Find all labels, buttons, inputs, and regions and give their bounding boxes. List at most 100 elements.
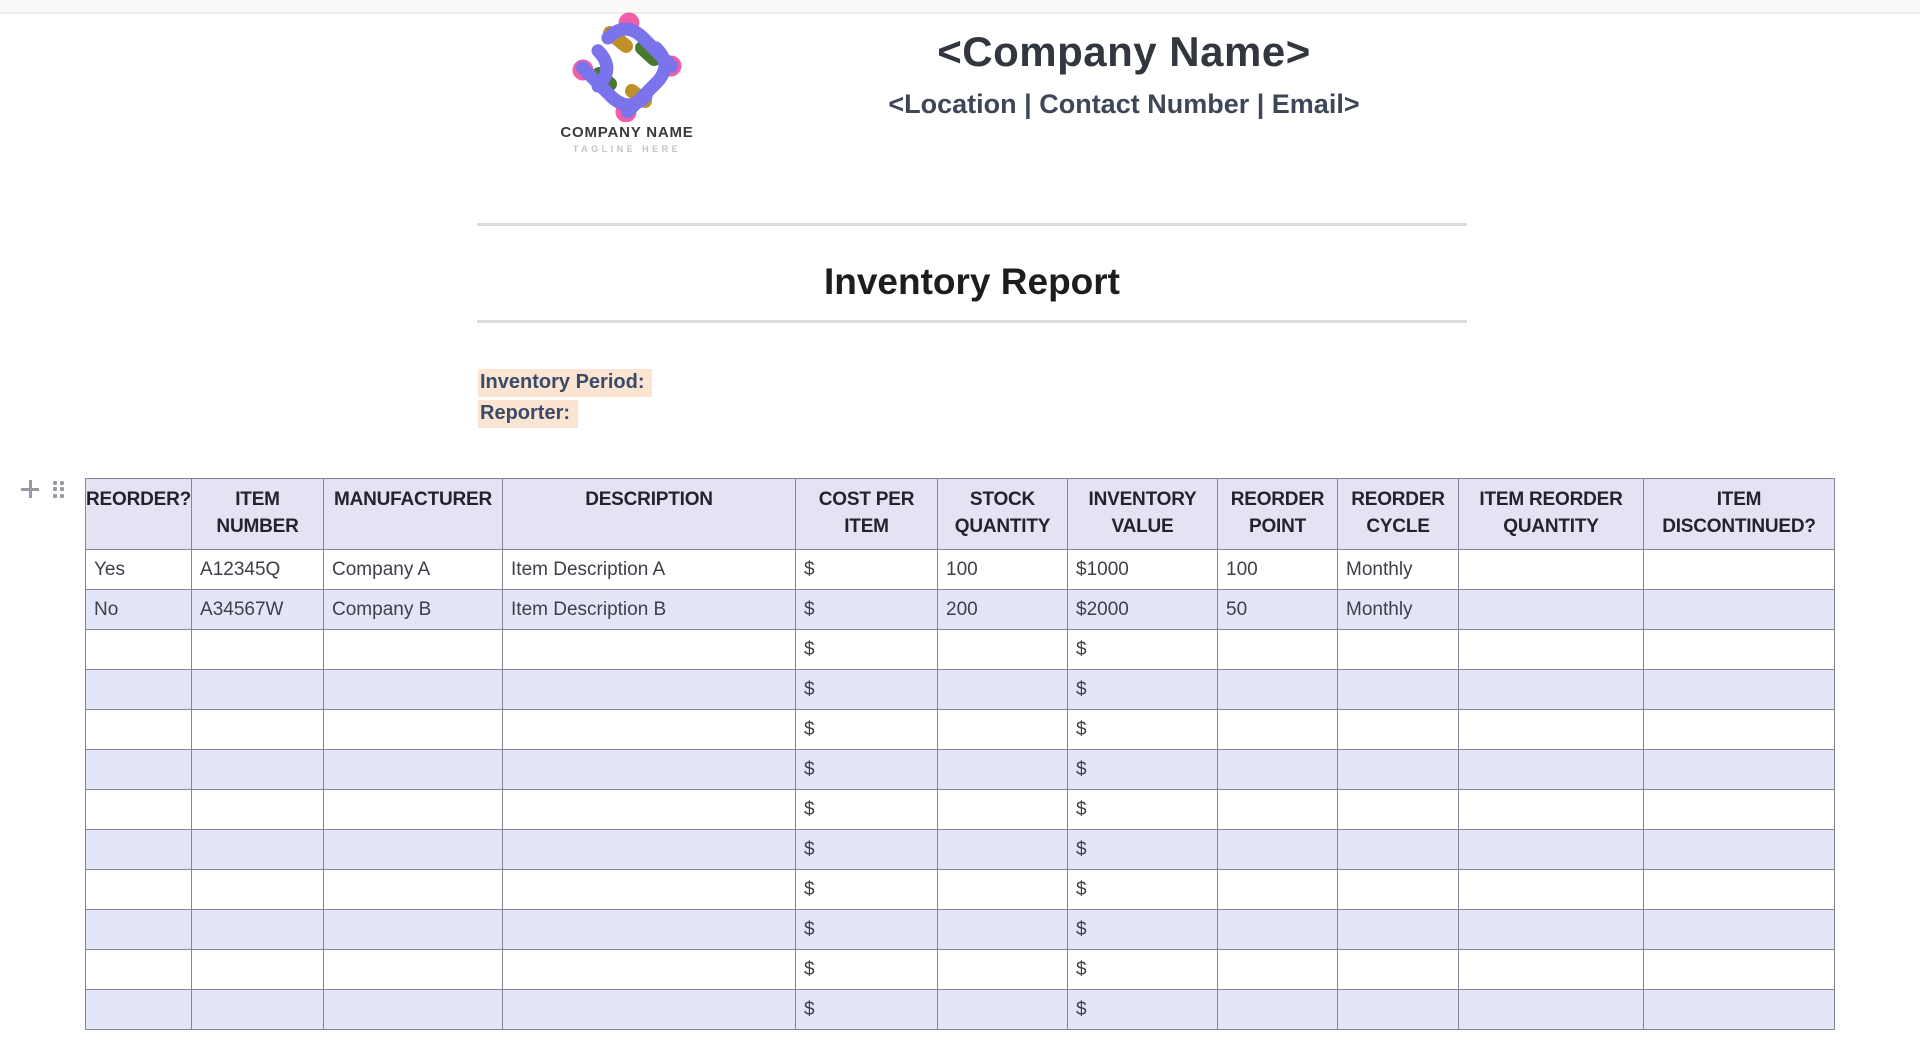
table-cell[interactable]: [1217, 789, 1339, 830]
reporter-field[interactable]: Reporter:: [478, 400, 579, 428]
table-cell[interactable]: $: [795, 629, 939, 670]
table-cell[interactable]: [937, 789, 1069, 830]
table-cell[interactable]: $: [1067, 989, 1219, 1030]
table-cell[interactable]: [84, 629, 193, 670]
table-cell[interactable]: [323, 709, 504, 750]
table-cell[interactable]: Monthly: [1337, 549, 1460, 590]
table-cell[interactable]: [1458, 549, 1645, 590]
header-cell[interactable]: REORDER CYCLE: [1337, 478, 1460, 550]
table-cell[interactable]: 100: [937, 549, 1069, 590]
table-cell[interactable]: [1337, 709, 1460, 750]
table-cell[interactable]: [191, 749, 325, 790]
header-cell[interactable]: MANUFACTURER: [323, 478, 504, 550]
table-cell[interactable]: Monthly: [1337, 589, 1460, 630]
table-cell[interactable]: [502, 869, 797, 910]
table-cell[interactable]: $: [1067, 829, 1219, 870]
table-cell[interactable]: [1643, 669, 1836, 710]
table-cell[interactable]: [1337, 629, 1460, 670]
table-cell[interactable]: [84, 949, 193, 990]
table-cell[interactable]: [191, 709, 325, 750]
table-cell[interactable]: [1217, 749, 1339, 790]
table-cell[interactable]: [1458, 789, 1645, 830]
table-cell[interactable]: [1643, 549, 1836, 590]
table-cell[interactable]: [84, 709, 193, 750]
table-cell[interactable]: [323, 629, 504, 670]
table-cell[interactable]: 100: [1217, 549, 1339, 590]
table-cell[interactable]: [937, 709, 1069, 750]
table-cell[interactable]: [1458, 989, 1645, 1030]
table-cell[interactable]: No: [84, 589, 193, 630]
table-cell[interactable]: $: [1067, 709, 1219, 750]
table-cell[interactable]: [1337, 789, 1460, 830]
header-cell[interactable]: DESCRIPTION: [502, 478, 797, 550]
table-cell[interactable]: [502, 989, 797, 1030]
table-cell[interactable]: [323, 989, 504, 1030]
table-cell[interactable]: $: [1067, 869, 1219, 910]
table-cell[interactable]: $: [795, 829, 939, 870]
table-cell[interactable]: [1458, 949, 1645, 990]
table-cell[interactable]: [937, 909, 1069, 950]
table-cell[interactable]: $: [1067, 949, 1219, 990]
table-cell[interactable]: [937, 669, 1069, 710]
table-cell[interactable]: [84, 989, 193, 1030]
table-cell[interactable]: [84, 869, 193, 910]
table-cell[interactable]: A34567W: [191, 589, 325, 630]
table-cell[interactable]: [1643, 829, 1836, 870]
table-cell[interactable]: [191, 949, 325, 990]
table-cell[interactable]: [1217, 669, 1339, 710]
table-cell[interactable]: [1337, 829, 1460, 870]
table-cell[interactable]: [323, 909, 504, 950]
table-cell[interactable]: [1643, 949, 1836, 990]
table-cell[interactable]: [502, 709, 797, 750]
table-cell[interactable]: [937, 989, 1069, 1030]
table-cell[interactable]: $: [795, 749, 939, 790]
table-cell[interactable]: [191, 789, 325, 830]
table-cell[interactable]: [1643, 629, 1836, 670]
table-cell[interactable]: [1643, 909, 1836, 950]
table-cell[interactable]: [1643, 589, 1836, 630]
table-cell[interactable]: [323, 789, 504, 830]
header-cell[interactable]: STOCK QUANTITY: [937, 478, 1069, 550]
table-cell[interactable]: [84, 829, 193, 870]
table-cell[interactable]: Item Description A: [502, 549, 797, 590]
table-cell[interactable]: [937, 629, 1069, 670]
table-cell[interactable]: [1217, 869, 1339, 910]
table-cell[interactable]: $: [1067, 669, 1219, 710]
table-cell[interactable]: [1458, 909, 1645, 950]
table-cell[interactable]: [84, 669, 193, 710]
table-cell[interactable]: [1643, 709, 1836, 750]
table-cell[interactable]: [1337, 989, 1460, 1030]
table-cell[interactable]: $: [795, 909, 939, 950]
table-cell[interactable]: [323, 869, 504, 910]
table-cell[interactable]: [1643, 789, 1836, 830]
table-cell[interactable]: $: [1067, 629, 1219, 670]
table-cell[interactable]: [191, 989, 325, 1030]
table-cell[interactable]: [502, 749, 797, 790]
table-cell[interactable]: [1643, 869, 1836, 910]
table-cell[interactable]: $: [1067, 749, 1219, 790]
table-cell[interactable]: [84, 749, 193, 790]
table-cell[interactable]: [502, 909, 797, 950]
table-cell[interactable]: $: [1067, 909, 1219, 950]
table-cell[interactable]: [1217, 829, 1339, 870]
table-cell[interactable]: Yes: [84, 549, 193, 590]
table-cell[interactable]: [502, 949, 797, 990]
table-cell[interactable]: [323, 749, 504, 790]
table-cell[interactable]: [1458, 669, 1645, 710]
inventory-period-field[interactable]: Inventory Period:: [478, 369, 653, 397]
table-cell[interactable]: [1337, 869, 1460, 910]
table-cell[interactable]: [937, 949, 1069, 990]
table-cell[interactable]: [1337, 909, 1460, 950]
table-cell[interactable]: [84, 909, 193, 950]
table-cell[interactable]: [1337, 669, 1460, 710]
table-cell[interactable]: [937, 869, 1069, 910]
header-cell[interactable]: REORDER POINT: [1217, 478, 1339, 550]
table-cell[interactable]: [937, 829, 1069, 870]
table-cell[interactable]: [191, 629, 325, 670]
table-cell[interactable]: Company B: [323, 589, 504, 630]
table-cell[interactable]: [1458, 829, 1645, 870]
table-cell[interactable]: [1217, 909, 1339, 950]
table-cell[interactable]: [1217, 949, 1339, 990]
table-cell[interactable]: [1643, 749, 1836, 790]
table-cell[interactable]: [502, 829, 797, 870]
